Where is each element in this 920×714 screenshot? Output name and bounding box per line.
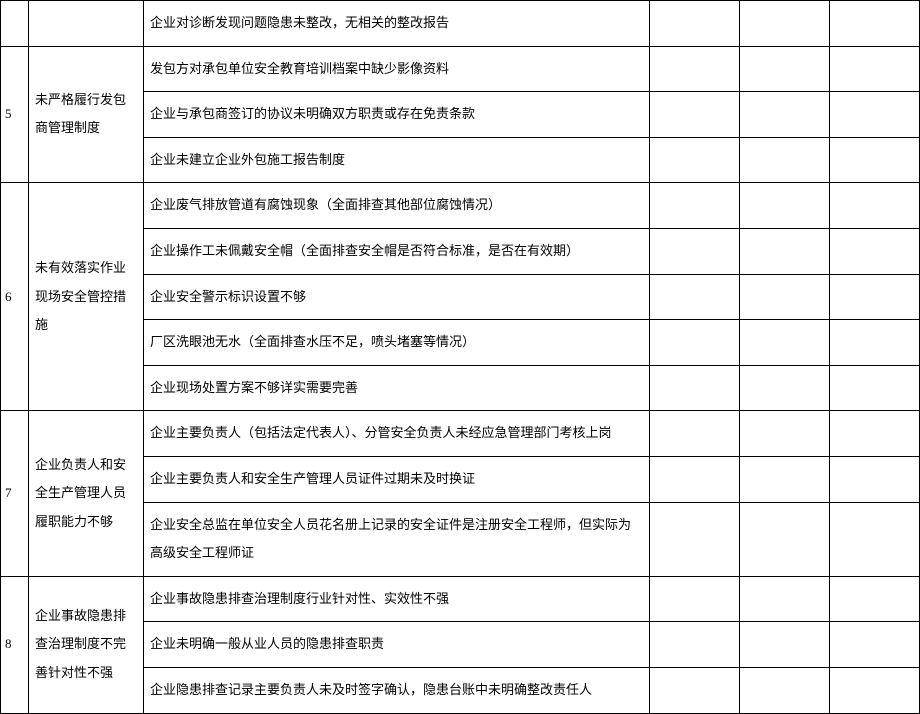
blank-cell — [740, 411, 830, 457]
blank-cell — [740, 456, 830, 502]
blank-cell — [830, 92, 920, 138]
blank-cell — [740, 274, 830, 320]
row-detail: 企业安全总监在单位安全人员花名册上记录的安全证件是注册安全工程师，但实际为高级安… — [144, 502, 650, 576]
blank-cell — [650, 137, 740, 183]
blank-cell — [650, 228, 740, 274]
row-category: 企业事故隐患排查治理制度不完善针对性不强 — [29, 576, 144, 713]
blank-cell — [830, 1, 920, 47]
row-detail: 企业隐患排查记录主要负责人未及时签字确认，隐患台账中未明确整改责任人 — [144, 667, 650, 713]
blank-cell — [830, 274, 920, 320]
row-detail: 企业未建立企业外包施工报告制度 — [144, 137, 650, 183]
blank-cell — [740, 92, 830, 138]
blank-cell — [650, 92, 740, 138]
row-detail: 企业主要负责人（包括法定代表人）、分管安全负责人未经应急管理部门考核上岗 — [144, 411, 650, 457]
blank-cell — [740, 137, 830, 183]
blank-cell — [650, 411, 740, 457]
row-detail: 企业未明确一般从业人员的隐患排查职责 — [144, 622, 650, 668]
blank-cell — [740, 183, 830, 229]
blank-cell — [650, 183, 740, 229]
blank-cell — [650, 667, 740, 713]
inspection-table: 企业对诊断发现问题隐患未整改，无相关的整改报告5未严格履行发包商管理制度发包方对… — [0, 0, 920, 714]
row-category: 企业负责人和安全生产管理人员履职能力不够 — [29, 411, 144, 576]
blank-cell — [650, 46, 740, 92]
row-category: 未有效落实作业现场安全管控措施 — [29, 183, 144, 411]
blank-cell — [740, 365, 830, 411]
blank-cell — [650, 274, 740, 320]
row-detail: 企业废气排放管道有腐蚀现象（全面排查其他部位腐蚀情况） — [144, 183, 650, 229]
row-detail: 企业对诊断发现问题隐患未整改，无相关的整改报告 — [144, 1, 650, 47]
blank-cell — [650, 1, 740, 47]
blank-cell — [650, 502, 740, 576]
blank-cell — [830, 502, 920, 576]
blank-cell — [740, 320, 830, 366]
blank-cell — [740, 1, 830, 47]
blank-cell — [830, 365, 920, 411]
row-detail: 企业主要负责人和安全生产管理人员证件过期未及时换证 — [144, 456, 650, 502]
blank-cell — [830, 576, 920, 622]
row-number — [1, 1, 29, 47]
blank-cell — [830, 667, 920, 713]
blank-cell — [830, 456, 920, 502]
row-detail: 厂区洗眼池无水（全面排查水压不足，喷头堵塞等情况） — [144, 320, 650, 366]
blank-cell — [650, 320, 740, 366]
table-row: 企业对诊断发现问题隐患未整改，无相关的整改报告 — [1, 1, 920, 47]
row-detail: 企业安全警示标识设置不够 — [144, 274, 650, 320]
row-detail: 企业操作工未佩戴安全帽（全面排查安全帽是否符合标准，是否在有效期） — [144, 228, 650, 274]
row-detail: 发包方对承包单位安全教育培训档案中缺少影像资料 — [144, 46, 650, 92]
blank-cell — [650, 365, 740, 411]
row-number: 7 — [1, 411, 29, 576]
blank-cell — [830, 228, 920, 274]
row-detail: 企业现场处置方案不够详实需要完善 — [144, 365, 650, 411]
table-row: 6未有效落实作业现场安全管控措施企业废气排放管道有腐蚀现象（全面排查其他部位腐蚀… — [1, 183, 920, 229]
blank-cell — [740, 502, 830, 576]
row-detail: 企业与承包商签订的协议未明确双方职责或存在免责条款 — [144, 92, 650, 138]
blank-cell — [740, 46, 830, 92]
blank-cell — [650, 576, 740, 622]
blank-cell — [740, 576, 830, 622]
blank-cell — [830, 46, 920, 92]
row-category: 未严格履行发包商管理制度 — [29, 46, 144, 183]
blank-cell — [650, 622, 740, 668]
blank-cell — [650, 456, 740, 502]
blank-cell — [740, 667, 830, 713]
row-detail: 企业事故隐患排查治理制度行业针对性、实效性不强 — [144, 576, 650, 622]
row-number: 6 — [1, 183, 29, 411]
blank-cell — [830, 411, 920, 457]
blank-cell — [830, 622, 920, 668]
blank-cell — [830, 183, 920, 229]
table-row: 8企业事故隐患排查治理制度不完善针对性不强企业事故隐患排查治理制度行业针对性、实… — [1, 576, 920, 622]
row-number: 8 — [1, 576, 29, 713]
blank-cell — [740, 228, 830, 274]
blank-cell — [830, 320, 920, 366]
blank-cell — [830, 137, 920, 183]
blank-cell — [740, 622, 830, 668]
table-row: 7企业负责人和安全生产管理人员履职能力不够企业主要负责人（包括法定代表人）、分管… — [1, 411, 920, 457]
row-category — [29, 1, 144, 47]
row-number: 5 — [1, 46, 29, 183]
table-row: 5未严格履行发包商管理制度发包方对承包单位安全教育培训档案中缺少影像资料 — [1, 46, 920, 92]
